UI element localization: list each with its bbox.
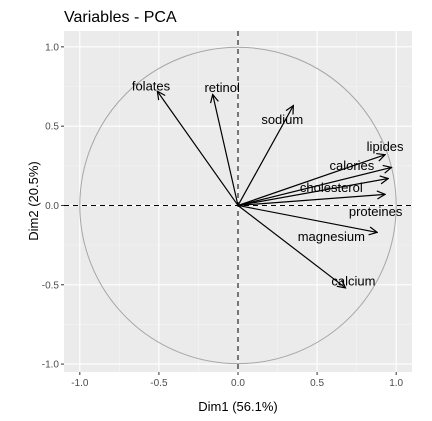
arrow-cholesterol [237, 179, 388, 207]
y-axis-ticks: -1.0 -0.5 0.0 0.5 1.0 [42, 42, 64, 371]
variable-labels: folates retinol sodium lipides calories chole… [132, 79, 404, 289]
arrow-calories [237, 167, 391, 207]
label-lipides: lipides [367, 139, 404, 154]
y-tick-label: 1.0 [45, 42, 59, 53]
label-magnesium: magnesium [298, 229, 365, 244]
label-calories: calories [329, 158, 374, 173]
arrow-retinol [213, 94, 239, 206]
x-tick-label: 0.0 [231, 378, 245, 389]
y-tick-label: -1.0 [42, 360, 60, 371]
label-folates: folates [132, 79, 171, 94]
x-axis-ticks: -1.0 -0.5 0.0 0.5 1.0 [71, 372, 404, 389]
label-retinol: retinol [204, 80, 240, 95]
arrow-calcium [237, 204, 346, 287]
label-sodium: sodium [261, 112, 303, 127]
y-tick-label: 0.0 [45, 201, 59, 212]
label-calcium: calcium [331, 274, 375, 289]
x-tick-label: 1.0 [389, 378, 403, 389]
arrow-folates [157, 91, 239, 206]
y-tick-label: 0.5 [45, 122, 59, 133]
x-tick-label: 0.5 [310, 378, 324, 389]
y-axis-label: Dim2 (20.5%) [26, 161, 41, 240]
arrow-lipides [237, 155, 385, 207]
arrow-sodium [237, 106, 293, 206]
y-tick-label: -0.5 [42, 280, 60, 291]
label-proteines: proteines [349, 204, 403, 219]
variable-arrows [157, 91, 391, 288]
label-cholesterol: cholesterol [300, 180, 363, 195]
arrow-magnesium [237, 204, 377, 232]
x-tick-label: -1.0 [71, 378, 89, 389]
chart-title: Variables - PCA [64, 9, 177, 26]
correlation-circle [79, 46, 397, 365]
arrow-proteines [237, 194, 385, 207]
x-tick-label: -0.5 [150, 378, 168, 389]
x-axis-label: Dim1 (56.1%) [198, 399, 277, 414]
